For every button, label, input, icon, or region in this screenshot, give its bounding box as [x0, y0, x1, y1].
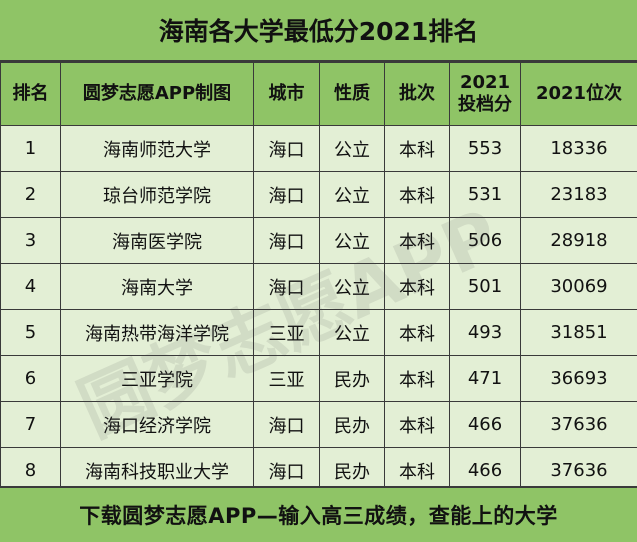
table-row: 2 琼台师范学院 海口 公立 本科 531 23183 — [0, 171, 637, 218]
cell-score: 471 — [449, 355, 521, 402]
cell-city: 海口 — [253, 217, 320, 264]
cell-position: 23183 — [520, 171, 637, 218]
cell-city: 海口 — [253, 401, 320, 448]
cell-position: 37636 — [520, 401, 637, 448]
cell-school: 琼台师范学院 — [60, 171, 254, 218]
page-title: 海南各大学最低分2021排名 — [0, 0, 637, 62]
cell-school: 海口经济学院 — [60, 401, 254, 448]
cell-batch: 本科 — [384, 217, 450, 264]
cell-position: 36693 — [520, 355, 637, 402]
cell-rank: 5 — [0, 309, 61, 356]
cell-batch: 本科 — [384, 401, 450, 448]
cell-score: 531 — [449, 171, 521, 218]
cell-type: 公立 — [319, 171, 385, 218]
table-row: 6 三亚学院 三亚 民办 本科 471 36693 — [0, 355, 637, 402]
cell-score: 501 — [449, 263, 521, 310]
header-type: 性质 — [319, 62, 385, 126]
cell-rank: 7 — [0, 401, 61, 448]
cell-batch: 本科 — [384, 355, 450, 402]
cell-rank: 3 — [0, 217, 61, 264]
cell-type: 民办 — [319, 401, 385, 448]
cell-rank: 6 — [0, 355, 61, 402]
cell-school: 海南医学院 — [60, 217, 254, 264]
cell-city: 三亚 — [253, 355, 320, 402]
cell-city: 海口 — [253, 263, 320, 310]
cell-city: 三亚 — [253, 309, 320, 356]
table-row: 1 海南师范大学 海口 公立 本科 553 18336 — [0, 125, 637, 172]
table-row: 4 海南大学 海口 公立 本科 501 30069 — [0, 263, 637, 310]
cell-type: 公立 — [319, 217, 385, 264]
header-position: 2021位次 — [520, 62, 637, 126]
cell-score: 553 — [449, 125, 521, 172]
header-score-line2: 投档分 — [458, 94, 512, 115]
cell-position: 31851 — [520, 309, 637, 356]
cell-score: 506 — [449, 217, 521, 264]
cell-city: 海口 — [253, 125, 320, 172]
header-rank: 排名 — [0, 62, 61, 126]
cell-batch: 本科 — [384, 309, 450, 356]
table-row: 5 海南热带海洋学院 三亚 公立 本科 493 31851 — [0, 309, 637, 356]
header-school: 圆梦志愿APP制图 — [60, 62, 254, 126]
cell-type: 民办 — [319, 355, 385, 402]
cell-batch: 本科 — [384, 263, 450, 310]
table-row: 3 海南医学院 海口 公立 本科 506 28918 — [0, 217, 637, 264]
cell-position: 18336 — [520, 125, 637, 172]
table-row: 7 海口经济学院 海口 民办 本科 466 37636 — [0, 401, 637, 448]
table-header-row: 排名 圆梦志愿APP制图 城市 性质 批次 2021 投档分 2021位次 — [0, 62, 637, 126]
cell-position: 28918 — [520, 217, 637, 264]
cell-position: 30069 — [520, 263, 637, 310]
header-batch: 批次 — [384, 62, 450, 126]
header-city: 城市 — [253, 62, 320, 126]
footer-banner: 下载圆梦志愿APP—输入高三成绩，查能上的大学 — [0, 486, 637, 542]
cell-type: 公立 — [319, 263, 385, 310]
cell-school: 三亚学院 — [60, 355, 254, 402]
cell-school: 海南师范大学 — [60, 125, 254, 172]
cell-score: 493 — [449, 309, 521, 356]
cell-type: 公立 — [319, 309, 385, 356]
cell-school: 海南热带海洋学院 — [60, 309, 254, 356]
cell-city: 海口 — [253, 171, 320, 218]
cell-school: 海南大学 — [60, 263, 254, 310]
cell-batch: 本科 — [384, 125, 450, 172]
cell-rank: 4 — [0, 263, 61, 310]
cell-batch: 本科 — [384, 171, 450, 218]
header-score-line1: 2021 — [459, 72, 511, 93]
cell-rank: 1 — [0, 125, 61, 172]
cell-rank: 2 — [0, 171, 61, 218]
cell-type: 公立 — [319, 125, 385, 172]
header-score: 2021 投档分 — [449, 62, 521, 126]
cell-score: 466 — [449, 401, 521, 448]
